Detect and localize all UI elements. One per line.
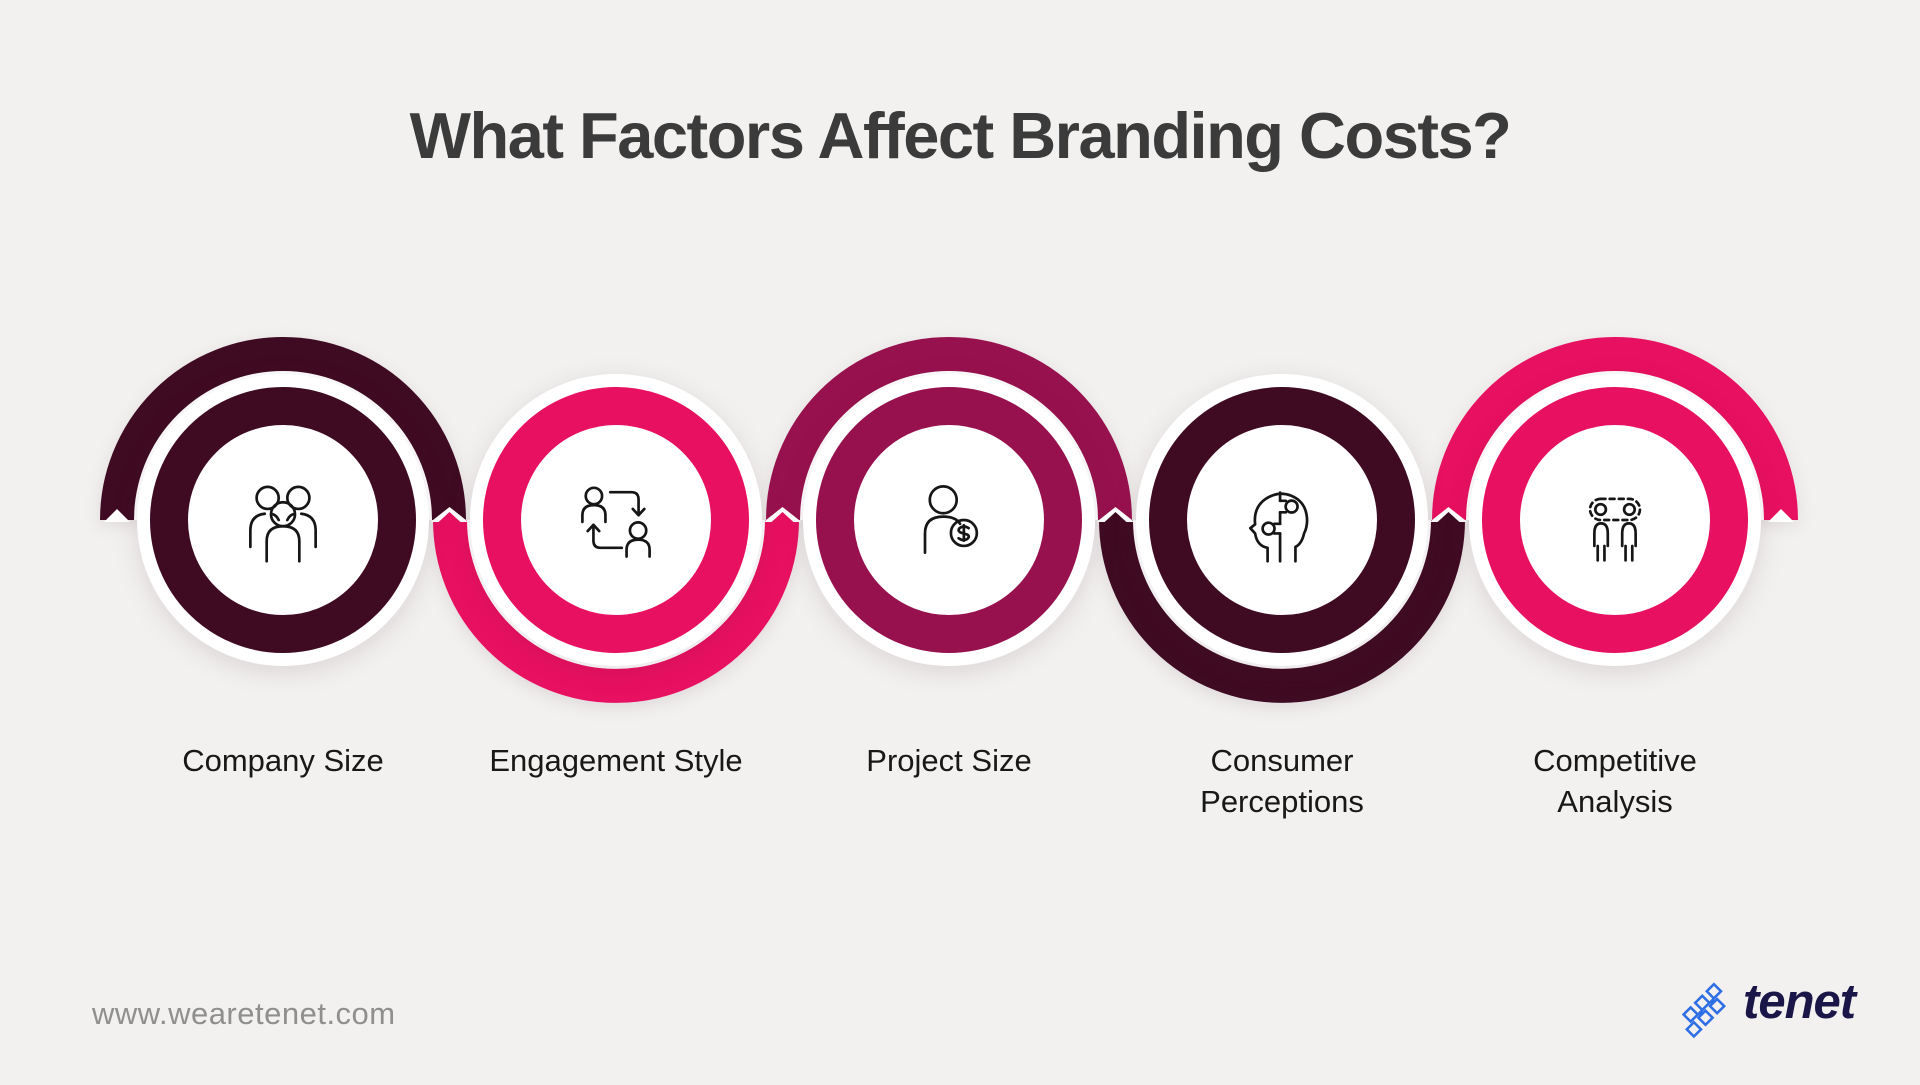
factor-label-competitive-analysis: Competitive Analysis: [1533, 743, 1697, 819]
factor-label-company-size: Company Size: [182, 743, 384, 778]
factor-ring: [1149, 387, 1415, 653]
swoosh-arc: [1099, 519, 1465, 703]
factor-label-project-size: Project Size: [866, 743, 1032, 778]
factor-ring: [483, 387, 749, 653]
swoosh-arc: [766, 337, 1132, 521]
tenet-logo-text: tenet: [1743, 975, 1856, 1029]
person-dollar-icon: [923, 485, 979, 554]
junction-chevron: [1103, 512, 1128, 523]
factor-label-consumer-perceptions: Consumer Perceptions: [1200, 743, 1364, 819]
people-group-icon: [249, 485, 317, 563]
head-puzzle-icon: [1248, 491, 1309, 563]
ribbon-tail-notch: [1768, 509, 1794, 522]
factor-ring: [150, 387, 416, 653]
factor-label-engagement-style: Engagement Style: [489, 743, 743, 778]
tenet-mark-icon: [1681, 981, 1727, 1038]
junction-chevron: [1436, 512, 1461, 523]
ribbon-arcs: [100, 337, 1798, 703]
ribbon-tail-notch: [104, 509, 130, 522]
page-title: What Factors Affect Branding Costs?: [409, 99, 1512, 172]
people-compare-icon: [1588, 497, 1642, 562]
swoosh-arc: [100, 337, 466, 521]
junction-chevron: [770, 512, 795, 523]
ribbon-junctions: [104, 507, 1794, 523]
junction-chevron: [437, 512, 462, 523]
tenet-logo[interactable]: tenet: [1678, 966, 1856, 1046]
factor-ring: [816, 387, 1082, 653]
website-link[interactable]: www.wearetenet.com: [92, 996, 396, 1031]
people-exchange-icon: [581, 486, 651, 558]
swoosh-arc: [1432, 337, 1798, 521]
swoosh-arc: [433, 519, 799, 703]
